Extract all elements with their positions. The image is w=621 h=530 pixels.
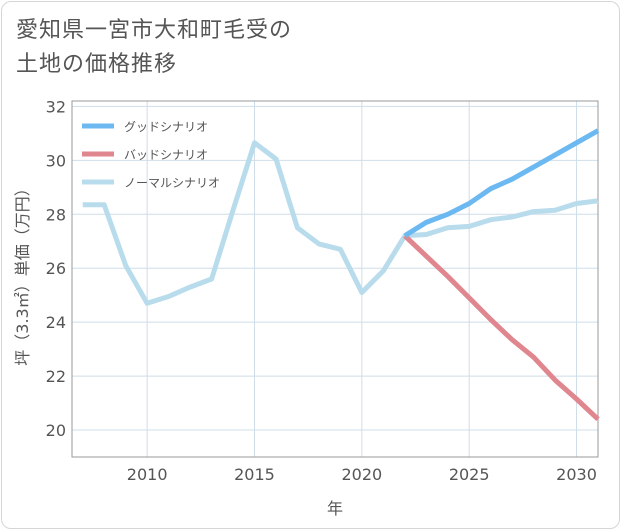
chart-title-line2: 土地の価格推移 bbox=[16, 52, 178, 77]
y-tick-label: 24 bbox=[46, 313, 66, 332]
x-tick-labels: 2010 2015 2020 2025 2030 bbox=[127, 465, 597, 484]
y-axis-title: 坪（3.3㎡）単価（万円） bbox=[13, 180, 32, 365]
y-tick-label: 28 bbox=[46, 205, 66, 224]
series-line-3 bbox=[82, 140, 599, 306]
y-tick-label: 20 bbox=[46, 421, 66, 440]
chart-title: 愛知県一宮市大和町毛受の 土地の価格推移 bbox=[16, 14, 292, 82]
x-tick-label: 2010 bbox=[127, 465, 168, 484]
y-tick-label: 30 bbox=[46, 151, 66, 170]
chart-title-line1: 愛知県一宮市大和町毛受の bbox=[16, 18, 293, 43]
series-line-2 bbox=[403, 233, 600, 422]
series-line-1 bbox=[403, 128, 600, 238]
x-tick-label: 2020 bbox=[341, 465, 382, 484]
x-tick-label: 2030 bbox=[556, 465, 597, 484]
x-tick-label: 2025 bbox=[449, 465, 490, 484]
plot-area bbox=[71, 100, 599, 458]
y-tick-labels: 20 22 24 26 28 30 32 bbox=[46, 97, 66, 440]
y-tick-label: 32 bbox=[46, 97, 66, 116]
legend-label: バッドシナリオ bbox=[124, 148, 208, 162]
legend-label: ノーマルシナリオ bbox=[124, 176, 220, 190]
y-tick-label: 26 bbox=[46, 259, 66, 278]
grid-lines bbox=[72, 101, 598, 457]
series-lines bbox=[82, 128, 600, 422]
x-tick-label: 2015 bbox=[234, 465, 275, 484]
x-axis-title: 年 bbox=[327, 499, 343, 518]
legend-label: グッドシナリオ bbox=[124, 120, 208, 134]
y-tick-label: 22 bbox=[46, 367, 66, 386]
